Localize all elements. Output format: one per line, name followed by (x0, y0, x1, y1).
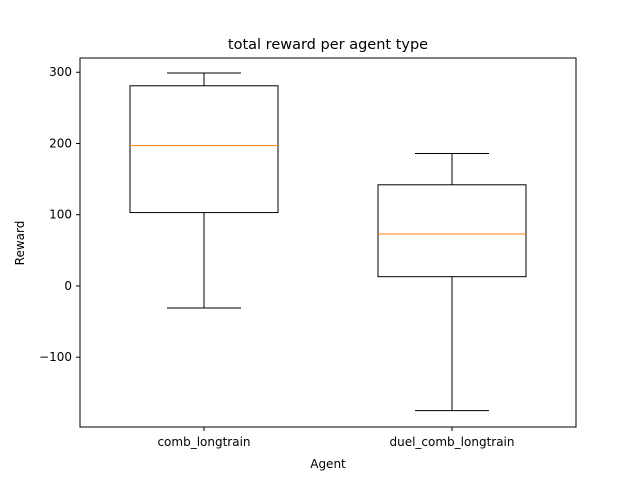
box (129, 85, 279, 214)
y-tick-label: 100 (49, 208, 72, 222)
x-tick-label: comb_longtrain (157, 435, 250, 449)
x-tick-label: duel_comb_longtrain (389, 435, 514, 449)
y-tick-label: 200 (49, 136, 72, 150)
y-tick-label: 0 (64, 279, 72, 293)
box-group-duel_comb_longtrain (377, 152, 527, 412)
y-axis: 300 200 100 0 −100 (39, 65, 80, 364)
x-axis: comb_longtrain duel_comb_longtrain (157, 427, 515, 449)
y-tick-label: 300 (49, 65, 72, 79)
box (377, 184, 527, 278)
y-tick-label: −100 (39, 350, 72, 364)
x-axis-label: Agent (310, 457, 346, 471)
plot-area (129, 72, 527, 412)
axes-frame (79, 57, 577, 428)
y-axis-label: Reward (13, 221, 27, 266)
box-group-comb_longtrain (129, 72, 279, 309)
chart-title: total reward per agent type (228, 37, 428, 53)
